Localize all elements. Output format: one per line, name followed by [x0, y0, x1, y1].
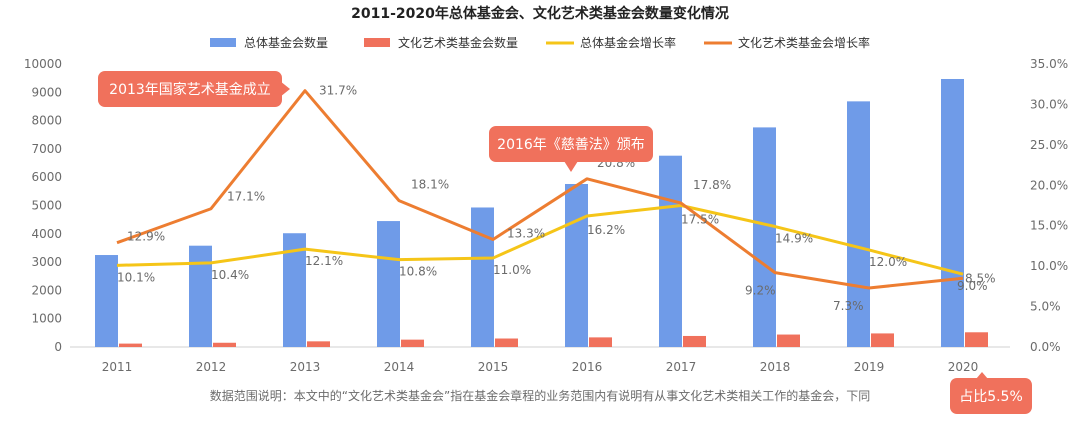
legend-label: 文化艺术类基金会增长率 [738, 35, 870, 50]
callout-box [98, 71, 282, 107]
callout-text: 2016年《慈善法》颁布 [497, 137, 645, 153]
legend-label: 总体基金会数量 [244, 35, 328, 50]
x-tick-label: 2015 [478, 360, 509, 374]
bar-culture [683, 335, 706, 347]
left-tick-label: 3000 [31, 255, 62, 269]
label-total-growth: 10.4% [211, 268, 249, 282]
x-tick-label: 2016 [572, 360, 603, 374]
label-culture-growth: 17.8% [693, 178, 731, 192]
bar-total [283, 233, 306, 347]
label-culture-growth: 13.3% [507, 226, 545, 240]
right-tick-label: 30.0% [1030, 97, 1068, 111]
left-tick-label: 8000 [31, 114, 62, 128]
bar-culture [401, 339, 424, 347]
label-total-growth: 14.9% [775, 232, 813, 246]
legend-swatch [210, 38, 236, 47]
bar-total [95, 255, 118, 347]
bar-culture [777, 334, 800, 347]
label-total-growth: 12.0% [869, 255, 907, 269]
left-tick-label: 0 [54, 340, 62, 354]
lines [116, 89, 964, 290]
bar-total [565, 183, 588, 347]
line-total-growth [116, 204, 964, 276]
bar-culture [307, 341, 330, 347]
callout-pointer [280, 81, 290, 97]
bar-culture [495, 338, 518, 347]
x-tick-label: 2020 [948, 360, 979, 374]
label-culture-growth: 18.1% [411, 178, 449, 192]
annotation-callout: 占比5.5% [950, 372, 1032, 414]
label-culture-growth: 31.7% [319, 84, 357, 98]
left-tick-label: 2000 [31, 283, 62, 297]
callout-text: 2013年国家艺术基金成立 [109, 81, 271, 98]
x-tick-label: 2011 [102, 360, 133, 374]
left-tick-label: 5000 [31, 199, 62, 213]
label-culture-growth: 12.9% [127, 230, 165, 244]
label-culture-growth: 7.3% [833, 299, 864, 313]
callout-pointer [976, 372, 988, 379]
annotation-callout: 2016年《慈善法》颁布 [489, 126, 653, 172]
label-culture-growth: 8.5% [965, 271, 996, 285]
axes: 0 1000 2000 3000 4000 5000 6000 7000 8000 9000 100… [24, 57, 1068, 374]
x-tick-label: 2012 [196, 360, 227, 374]
right-tick-label: 5.0% [1030, 300, 1061, 314]
left-tick-label: 9000 [31, 85, 62, 99]
legend-label: 文化艺术类基金会数量 [398, 35, 518, 50]
annotation-callout: 2013年国家艺术基金成立 [98, 71, 290, 107]
bar-total [471, 207, 494, 347]
x-tick-label: 2014 [384, 360, 415, 374]
right-tick-label: 25.0% [1030, 138, 1068, 152]
left-tick-label: 4000 [31, 227, 62, 241]
x-tick-label: 2017 [666, 360, 697, 374]
data-labels: 10.1% 10.4% 12.1% 10.8% 11.0% 16.2% 17.5% 14.9%… [117, 84, 996, 313]
label-total-growth: 10.1% [117, 270, 155, 284]
left-tick-label: 1000 [31, 312, 62, 326]
label-culture-growth: 9.2% [745, 284, 776, 298]
bar-total [377, 221, 400, 347]
x-tick-label: 2018 [760, 360, 791, 374]
label-total-growth: 11.0% [493, 263, 531, 277]
bar-culture [965, 332, 988, 347]
bar-culture [213, 342, 236, 347]
left-tick-label: 7000 [31, 142, 62, 156]
right-tick-label: 20.0% [1030, 178, 1068, 192]
bar-culture [119, 343, 142, 347]
left-tick-label: 6000 [31, 170, 62, 184]
bar-total [659, 155, 682, 347]
label-total-growth: 9.0% [957, 279, 988, 293]
label-total-growth: 16.2% [587, 223, 625, 237]
legend-label: 总体基金会增长率 [580, 35, 676, 50]
label-total-growth: 17.5% [681, 213, 719, 227]
callout-pointer [564, 161, 578, 172]
legend-swatch [364, 38, 390, 47]
bar-culture [589, 337, 612, 347]
callout-box [950, 378, 1032, 414]
bar-total [189, 245, 212, 347]
right-tick-label: 35.0% [1030, 57, 1068, 71]
callout-box [489, 126, 653, 162]
bar-total [941, 78, 964, 348]
bar-total [753, 127, 776, 347]
left-tick-label: 10000 [24, 57, 62, 71]
footnote: 数据范围说明：本文中的“文化艺术类基金会”指在基金会章程的业务范围内有说明有从事… [210, 388, 870, 403]
x-tick-label: 2013 [290, 360, 321, 374]
chart-title: 2011-2020年总体基金会、文化艺术类基金会数量变化情况 [351, 5, 729, 22]
label-total-growth: 12.1% [305, 254, 343, 268]
x-tick-label: 2019 [854, 360, 885, 374]
bar-culture [871, 333, 894, 347]
callout-text: 占比5.5% [959, 389, 1023, 405]
right-tick-label: 10.0% [1030, 259, 1068, 273]
label-culture-growth: 17.1% [227, 190, 265, 204]
right-tick-label: 15.0% [1030, 219, 1068, 233]
label-total-growth: 10.8% [399, 265, 437, 279]
legend: 总体基金会数量 文化艺术类基金会数量 总体基金会增长率 文化艺术类基金会增长率 [210, 35, 870, 50]
line-culture-growth [116, 89, 964, 290]
right-tick-label: 0.0% [1030, 340, 1061, 354]
